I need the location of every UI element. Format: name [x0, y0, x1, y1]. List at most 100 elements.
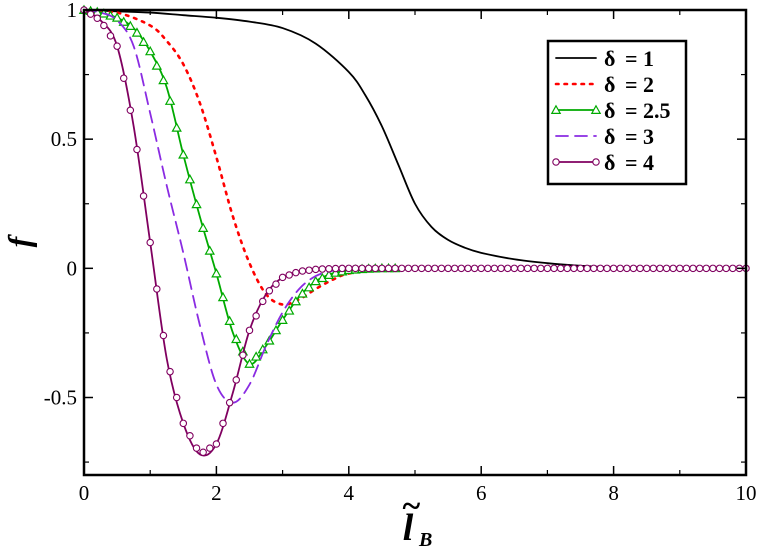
- series-point: [484, 264, 492, 273]
- series-point: [715, 264, 724, 273]
- series-point: [118, 16, 129, 26]
- series-point: [100, 21, 108, 30]
- series-point: [543, 264, 552, 273]
- legend-marker: [550, 104, 562, 114]
- series-point: [138, 36, 149, 46]
- series-point: [550, 264, 558, 273]
- series-point: [351, 264, 360, 273]
- series-point: [153, 285, 161, 293]
- legend-symbol: δ: [604, 46, 615, 71]
- legend-label: = 2: [625, 72, 654, 97]
- series-point: [656, 264, 664, 273]
- series-layer: [78, 4, 750, 457]
- series-point: [146, 238, 154, 247]
- series-point: [224, 315, 235, 325]
- series-point: [111, 12, 123, 22]
- series-point: [106, 32, 115, 40]
- series-4: [83, 9, 747, 404]
- series-point: [695, 264, 704, 273]
- series-point: [199, 448, 207, 457]
- series-point: [338, 264, 346, 273]
- x-axis-label: ~ l B: [401, 488, 432, 548]
- series-point: [126, 106, 135, 114]
- series-point: [702, 264, 711, 273]
- series-point: [517, 264, 525, 273]
- series-point: [596, 264, 605, 273]
- legend-marker: [552, 158, 560, 166]
- series-point: [231, 333, 242, 344]
- series-point: [171, 122, 182, 132]
- series-point: [151, 60, 163, 70]
- series-point: [206, 444, 214, 452]
- series-point: [184, 174, 196, 184]
- series-point: [197, 222, 209, 232]
- series-point: [510, 264, 519, 273]
- series-point: [649, 264, 658, 273]
- legend-item: δ = 2.5: [550, 98, 671, 123]
- series-point: [576, 264, 585, 273]
- series-point: [477, 264, 485, 273]
- series-point: [616, 264, 624, 273]
- series-point: [391, 264, 399, 273]
- legend-item: δ = 2: [554, 72, 654, 97]
- series-point: [537, 264, 545, 273]
- series-point: [217, 291, 229, 302]
- x-tick-label: 0: [79, 481, 90, 505]
- x-tick-label: 2: [211, 481, 222, 505]
- series-point: [623, 264, 631, 273]
- series-point: [159, 331, 168, 340]
- series-point: [503, 264, 512, 273]
- y-axis-title: f: [1, 233, 37, 247]
- series-point: [225, 398, 234, 407]
- series-point: [178, 149, 189, 159]
- series-point: [523, 264, 532, 273]
- series-point: [490, 264, 499, 273]
- x-tick-label: 6: [476, 481, 487, 505]
- series-point: [278, 273, 287, 282]
- series-point: [450, 264, 459, 273]
- x-tick-label: 8: [608, 481, 619, 505]
- series-point: [166, 367, 174, 376]
- x-axis-title: l: [403, 507, 414, 548]
- series-point: [583, 264, 591, 273]
- series-point: [164, 95, 176, 105]
- legend-item: δ = 1: [555, 46, 654, 71]
- series-point: [272, 280, 280, 288]
- series-point: [371, 264, 380, 273]
- series-point: [93, 14, 101, 23]
- series-point: [245, 326, 254, 335]
- x-tick-label: 10: [736, 481, 757, 505]
- plot-frame: [82, 8, 748, 477]
- series-point: [556, 264, 565, 273]
- series-point: [570, 264, 578, 273]
- series-point: [437, 264, 446, 273]
- series-point: [303, 282, 315, 292]
- series-point: [125, 20, 136, 30]
- series-point: [239, 351, 247, 359]
- series-point: [358, 264, 366, 273]
- series-point: [265, 287, 274, 295]
- series-point: [133, 145, 141, 154]
- legend-items: δ = 1 δ = 2 δ = 2.5 δ = 3 δ = 4: [550, 46, 671, 175]
- series-point: [284, 305, 295, 315]
- series-point: [530, 264, 538, 273]
- series-point: [331, 264, 340, 273]
- legend-label: = 1: [625, 46, 654, 71]
- legend-symbol: δ: [604, 150, 615, 175]
- series-point: [292, 268, 300, 277]
- series-point: [629, 264, 638, 273]
- legend-symbol: δ: [604, 98, 615, 123]
- series-point: [457, 264, 466, 273]
- series-point: [317, 272, 328, 283]
- legend-marker: [592, 158, 600, 166]
- series-point: [86, 10, 95, 18]
- series-point: [285, 271, 293, 279]
- series-point: [417, 264, 426, 273]
- series-point: [131, 27, 143, 37]
- series-point: [384, 264, 393, 273]
- series-point: [172, 393, 181, 402]
- legend-box: [546, 39, 688, 186]
- legend: δ = 1 δ = 2 δ = 2.5 δ = 3 δ = 4: [546, 39, 688, 186]
- series-point: [676, 264, 684, 273]
